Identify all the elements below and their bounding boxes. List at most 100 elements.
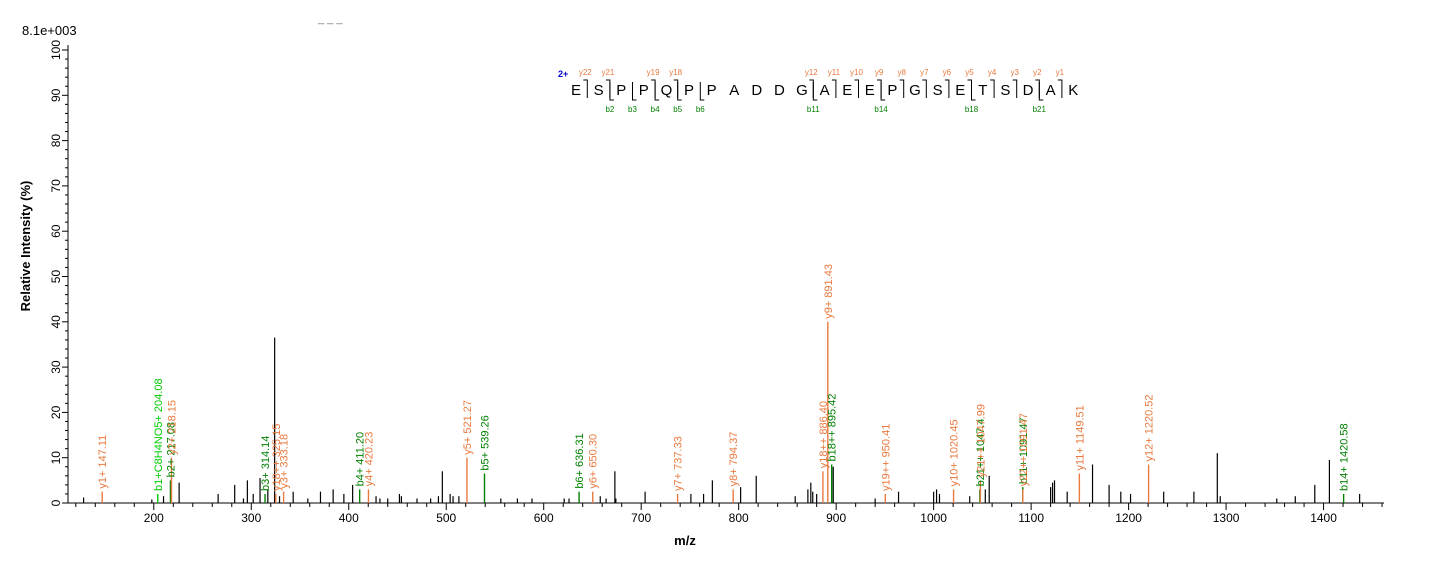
x-tick-label: 400 bbox=[339, 511, 359, 525]
y-tick-label: 90 bbox=[49, 88, 63, 102]
sequence-residue: D bbox=[1023, 82, 1034, 99]
y-ion-label: y10 bbox=[850, 68, 863, 77]
peak-label: b11+ 1091.47 bbox=[1018, 417, 1030, 484]
x-tick-label: 900 bbox=[826, 511, 846, 525]
y-ion-label: y8 bbox=[897, 68, 906, 77]
b-ion-bracket bbox=[654, 82, 660, 101]
x-tick-label: 1200 bbox=[1115, 511, 1142, 525]
sequence-residue: T bbox=[978, 82, 987, 99]
peak-label: b5+ 539.26 bbox=[479, 415, 491, 470]
sequence-residue: A bbox=[1046, 82, 1056, 99]
y-ion-label: y7 bbox=[920, 68, 929, 77]
sequence-residue: P bbox=[616, 82, 626, 99]
y-ion-bracket bbox=[831, 79, 837, 98]
x-tick-label: 1400 bbox=[1310, 511, 1337, 525]
y-ion-bracket bbox=[877, 79, 882, 98]
y-ion-bracket bbox=[605, 79, 611, 98]
sequence-residue: S bbox=[1000, 82, 1010, 99]
y-ion-bracket bbox=[583, 79, 588, 98]
y-tick-label: 30 bbox=[49, 360, 63, 374]
b-ion-bracket bbox=[677, 82, 682, 101]
b-ion-label: b21 bbox=[1033, 105, 1047, 114]
y-ion-label: y18 bbox=[669, 68, 682, 77]
b-ion-label: b18 bbox=[965, 105, 979, 114]
y-ion-label: y6 bbox=[943, 68, 952, 77]
y-ion-bracket bbox=[854, 79, 859, 98]
b-ion-bracket bbox=[699, 82, 705, 101]
y-ion-bracket bbox=[922, 79, 927, 98]
sequence-residue: G bbox=[909, 82, 921, 99]
b-ion-label: b3 bbox=[628, 105, 637, 114]
sequence-residue: G bbox=[796, 82, 808, 99]
header-dashes: _ _ _ bbox=[317, 13, 343, 25]
y-ion-bracket bbox=[1012, 79, 1018, 98]
y-ion-bracket bbox=[1035, 79, 1040, 98]
sequence-residue: P bbox=[707, 82, 717, 99]
y-ion-bracket bbox=[899, 79, 905, 98]
peak-label: y6+ 650.30 bbox=[588, 434, 600, 489]
sequence-residue: E bbox=[865, 82, 875, 99]
sequence-residue: P bbox=[684, 82, 694, 99]
peak-label: y4+ 420.23 bbox=[363, 432, 375, 487]
x-tick-label: 800 bbox=[729, 511, 749, 525]
y-tick-label: 10 bbox=[49, 451, 63, 465]
peak-label: y21++ 1047.99 bbox=[975, 404, 987, 477]
peak-label: y2+ 218.15 bbox=[166, 400, 178, 455]
charge-state: 2+ bbox=[558, 69, 568, 79]
y-ion-label: y11 bbox=[828, 68, 841, 77]
b-ion-label: b14 bbox=[874, 105, 888, 114]
peak-label: b4+ 411.20 bbox=[355, 432, 367, 487]
peak-label: y19++ 950.41 bbox=[880, 424, 892, 491]
y-ion-label: y2 bbox=[1033, 68, 1042, 77]
y-ion-bracket bbox=[673, 79, 679, 98]
peak-labels: y1+ 147.11 b1+C8H4NO5+ 204.08 b2+ 217.08y2… bbox=[97, 264, 1350, 491]
y-tick-label: 100 bbox=[49, 40, 63, 60]
sequence-residue: D bbox=[751, 82, 762, 99]
sequence-residue: E bbox=[571, 82, 581, 99]
peak-label: y22++ 1091.47 bbox=[1018, 413, 1030, 486]
sequence-residue: Q bbox=[661, 82, 673, 99]
peak-label: y9+ 891.43 bbox=[823, 264, 835, 319]
peak-label: y1+ 147.11 bbox=[97, 435, 109, 489]
sequence-residue: P bbox=[887, 82, 897, 99]
peak-label: y12+ 1220.52 bbox=[1144, 395, 1156, 462]
x-tick-label: 500 bbox=[436, 511, 456, 525]
y-tick-label: 80 bbox=[49, 134, 63, 148]
y-tick-label: 50 bbox=[49, 270, 63, 284]
b-ion-bracket bbox=[609, 82, 614, 101]
sequence-residue: S bbox=[594, 82, 604, 99]
sequence-residue: E bbox=[842, 82, 852, 99]
peak-label: b3+ 314.14 bbox=[260, 436, 272, 491]
b-ion-label: b6 bbox=[696, 105, 705, 114]
x-tick-label: 300 bbox=[241, 511, 261, 525]
y-ion-label: y9 bbox=[875, 68, 884, 77]
b-ion-label: b11 bbox=[807, 105, 820, 114]
max-intensity-label: 8.1e+003 bbox=[22, 23, 77, 38]
y-ion-label: y4 bbox=[988, 68, 997, 77]
y-tick-label: 60 bbox=[49, 224, 63, 238]
peak-label: y11+ 1149.51 bbox=[1074, 405, 1086, 470]
x-axis-title: m/z bbox=[674, 533, 696, 548]
y-ion-label: y3 bbox=[1010, 68, 1019, 77]
y-ion-bracket bbox=[809, 79, 814, 98]
peak-label: b21++ 1047.4 bbox=[975, 419, 987, 487]
y-ion-bracket bbox=[990, 79, 995, 98]
b-ion-bracket bbox=[812, 82, 818, 101]
b-ion-bracket bbox=[971, 82, 976, 101]
b-ion-label: b5 bbox=[673, 105, 682, 114]
peak-label: b6+ 636.31 bbox=[574, 433, 586, 488]
y-tick-label: 70 bbox=[49, 179, 63, 193]
sequence-residue: E bbox=[955, 82, 965, 99]
y-tick-label: 40 bbox=[49, 315, 63, 329]
y-axis-title: Relative Intensity (%) bbox=[18, 181, 33, 312]
peak-label: b14+ 1420.58 bbox=[1339, 423, 1351, 491]
y-ion-bracket bbox=[944, 79, 950, 98]
y-ion-label: y5 bbox=[965, 68, 974, 77]
b-ion-bracket bbox=[1038, 82, 1044, 101]
peak-label: y5+ 521.27 bbox=[462, 400, 474, 455]
y-ion-label: y1 bbox=[1056, 68, 1065, 77]
sequence-residue: K bbox=[1068, 82, 1078, 99]
axes: 0 10 20 30 40 50 60 70 80 90 100 200 300 400 500 600 700… bbox=[49, 40, 1384, 525]
